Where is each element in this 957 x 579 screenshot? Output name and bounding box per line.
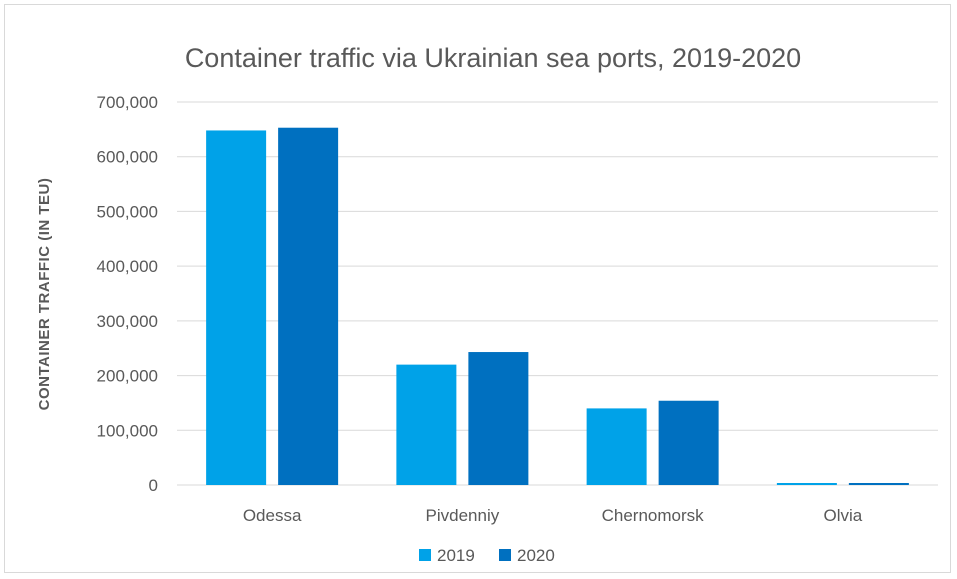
bar-odessa-2019 xyxy=(206,130,267,486)
legend-swatch-2020 xyxy=(499,549,511,561)
bar-chernomorsk-2020 xyxy=(658,400,719,485)
x-category-label: Pivdenniy xyxy=(426,506,500,525)
y-tick-label: 0 xyxy=(149,476,158,495)
y-tick-label: 700,000 xyxy=(97,93,158,112)
bar-olvia-2020 xyxy=(848,483,909,485)
y-tick-label: 400,000 xyxy=(97,257,158,276)
legend-swatch-2019 xyxy=(419,549,431,561)
y-tick-label: 600,000 xyxy=(97,148,158,167)
x-category-label: Odessa xyxy=(243,506,302,525)
bar-pivdenniy-2019 xyxy=(396,364,457,485)
legend-label: 2020 xyxy=(517,546,555,565)
y-axis-label: CONTAINER TRAFFIC (IN TEU) xyxy=(36,178,53,411)
bar-olvia-2019 xyxy=(776,483,837,485)
x-category-label: Olvia xyxy=(824,506,863,525)
y-tick-label: 500,000 xyxy=(97,202,158,221)
y-tick-label: 100,000 xyxy=(97,421,158,440)
bar-chernomorsk-2019 xyxy=(586,408,647,485)
y-tick-label: 200,000 xyxy=(97,367,158,386)
bar-pivdenniy-2020 xyxy=(468,352,529,485)
x-category-label: Chernomorsk xyxy=(602,506,705,525)
legend-label: 2019 xyxy=(437,546,475,565)
chart-title: Container traffic via Ukrainian sea port… xyxy=(185,43,801,73)
bar-odessa-2020 xyxy=(278,127,339,486)
y-tick-label: 300,000 xyxy=(97,312,158,331)
